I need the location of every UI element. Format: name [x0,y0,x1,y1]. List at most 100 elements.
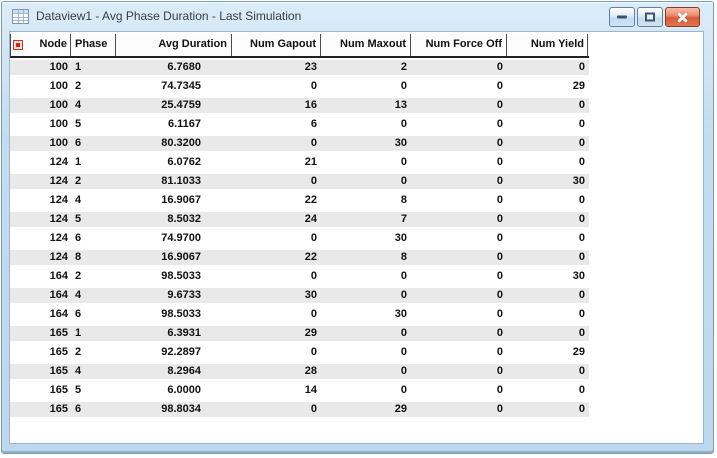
title-bar[interactable]: Dataview1 - Avg Phase Duration - Last Si… [2,2,713,30]
cell-phase[interactable]: 1 [75,61,82,73]
cell-num-yield[interactable]: 0 [578,251,585,263]
cell-avg-duration[interactable]: 98.5033 [161,270,201,282]
column-header-num-gapout[interactable]: Num Gapout [232,34,321,56]
cell-num-maxout[interactable]: 8 [400,251,407,263]
cell-avg-duration[interactable]: 6.0000 [167,384,201,396]
cell-phase[interactable]: 2 [75,175,82,187]
cell-num-force-off[interactable]: 0 [496,137,503,149]
cell-num-yield[interactable]: 0 [578,137,585,149]
cell-num-yield[interactable]: 0 [578,308,585,320]
cell-node[interactable]: 165 [49,403,68,415]
cell-num-force-off[interactable]: 0 [496,270,503,282]
cell-node[interactable]: 100 [49,118,68,130]
table-row[interactable]: 100 4 25.4759 16 13 0 0 [10,96,589,115]
cell-num-maxout[interactable]: 0 [400,384,407,396]
table-row[interactable]: 100 1 6.7680 23 2 0 0 [10,58,589,77]
cell-node[interactable]: 124 [49,175,68,187]
row-selector-cell[interactable] [10,229,29,248]
cell-phase[interactable]: 6 [75,403,82,415]
cell-phase[interactable]: 6 [75,232,82,244]
cell-avg-duration[interactable]: 98.8034 [161,403,201,415]
cell-num-gapout[interactable]: 0 [310,308,317,320]
cell-num-maxout[interactable]: 30 [394,137,407,149]
cell-avg-duration[interactable]: 8.5032 [167,213,201,225]
cell-node[interactable]: 165 [49,346,68,358]
cell-num-yield[interactable]: 0 [578,156,585,168]
cell-num-gapout[interactable]: 0 [310,175,317,187]
cell-num-force-off[interactable]: 0 [496,61,503,73]
cell-num-gapout[interactable]: 22 [304,251,317,263]
cell-num-maxout[interactable]: 0 [400,175,407,187]
row-selector-cell[interactable] [10,115,29,134]
cell-phase[interactable]: 4 [75,365,82,377]
cell-num-gapout[interactable]: 0 [310,137,317,149]
cell-num-gapout[interactable]: 28 [304,365,317,377]
cell-phase[interactable]: 1 [75,156,82,168]
cell-num-gapout[interactable]: 0 [310,232,317,244]
cell-num-gapout[interactable]: 30 [304,289,317,301]
row-selector-cell[interactable] [10,77,29,96]
row-selector-cell[interactable] [10,191,29,210]
cell-avg-duration[interactable]: 74.9700 [161,232,201,244]
cell-num-maxout[interactable]: 0 [400,365,407,377]
cell-node[interactable]: 124 [49,156,68,168]
cell-node[interactable]: 164 [49,308,68,320]
cell-num-force-off[interactable]: 0 [496,99,503,111]
cell-phase[interactable]: 2 [75,346,82,358]
cell-num-yield[interactable]: 0 [578,194,585,206]
close-button[interactable] [665,7,700,27]
cell-num-gapout[interactable]: 22 [304,194,317,206]
cell-num-yield[interactable]: 0 [578,213,585,225]
cell-num-force-off[interactable]: 0 [496,289,503,301]
cell-num-yield[interactable]: 0 [578,403,585,415]
cell-num-force-off[interactable]: 0 [496,156,503,168]
cell-num-gapout[interactable]: 0 [310,346,317,358]
cell-num-maxout[interactable]: 0 [400,346,407,358]
cell-avg-duration[interactable]: 16.9067 [161,251,201,263]
cell-num-maxout[interactable]: 30 [394,308,407,320]
cell-node[interactable]: 165 [49,365,68,377]
row-selector-cell[interactable] [10,153,29,172]
row-selector-cell[interactable] [10,400,29,419]
column-header-num-maxout[interactable]: Num Maxout [321,34,411,56]
cell-phase[interactable]: 4 [75,194,82,206]
row-selector-cell[interactable] [10,324,29,343]
cell-avg-duration[interactable]: 8.2964 [167,365,201,377]
cell-num-yield[interactable]: 30 [572,175,585,187]
cell-num-force-off[interactable]: 0 [496,194,503,206]
table-row[interactable]: 124 2 81.1033 0 0 0 30 [10,172,589,191]
cell-phase[interactable]: 8 [75,251,82,263]
cell-num-yield[interactable]: 0 [578,327,585,339]
cell-avg-duration[interactable]: 81.1033 [161,175,201,187]
cell-node[interactable]: 165 [49,327,68,339]
cell-num-maxout[interactable]: 0 [400,289,407,301]
cell-node[interactable]: 124 [49,194,68,206]
cell-avg-duration[interactable]: 6.0762 [167,156,201,168]
cell-node[interactable]: 124 [49,251,68,263]
cell-num-maxout[interactable]: 8 [400,194,407,206]
cell-num-maxout[interactable]: 0 [400,80,407,92]
cell-num-maxout[interactable]: 2 [400,61,407,73]
cell-phase[interactable]: 6 [75,137,82,149]
cell-avg-duration[interactable]: 6.3931 [167,327,201,339]
cell-num-force-off[interactable]: 0 [496,175,503,187]
cell-num-yield[interactable]: 0 [578,289,585,301]
row-selector-cell[interactable] [10,267,29,286]
table-row[interactable]: 124 5 8.5032 24 7 0 0 [10,210,589,229]
table-row[interactable]: 124 6 74.9700 0 30 0 0 [10,229,589,248]
cell-avg-duration[interactable]: 25.4759 [161,99,201,111]
cell-num-force-off[interactable]: 0 [496,327,503,339]
column-header-num-yield[interactable]: Num Yield [507,34,588,56]
cell-num-force-off[interactable]: 0 [496,118,503,130]
cell-node[interactable]: 100 [49,61,68,73]
cell-num-gapout[interactable]: 6 [310,118,317,130]
cell-avg-duration[interactable]: 6.1167 [167,118,201,130]
cell-num-yield[interactable]: 29 [572,80,585,92]
cell-num-gapout[interactable]: 23 [304,61,317,73]
row-selector-cell[interactable] [10,343,29,362]
row-selector-cell[interactable] [10,96,29,115]
table-row[interactable]: 165 4 8.2964 28 0 0 0 [10,362,589,381]
table-row[interactable]: 165 5 6.0000 14 0 0 0 [10,381,589,400]
cell-node[interactable]: 164 [49,289,68,301]
table-row[interactable]: 100 2 74.7345 0 0 0 29 [10,77,589,96]
